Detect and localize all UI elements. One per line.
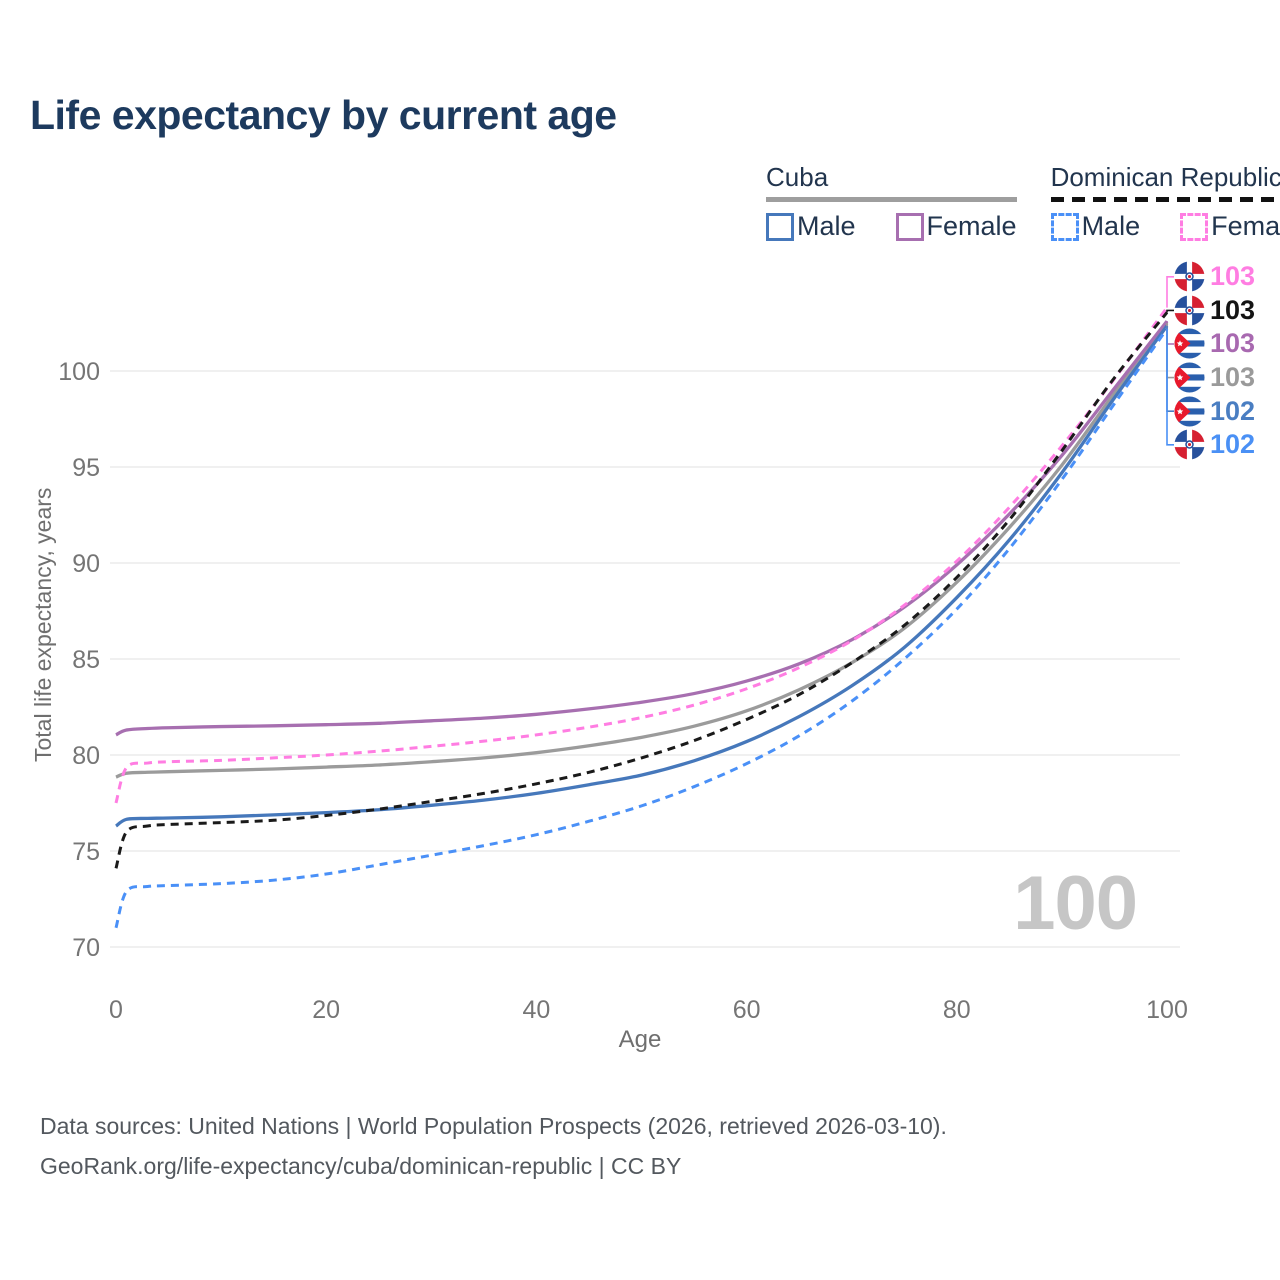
end-label-connector-dr-male — [1166, 328, 1174, 446]
end-label-dr-male: 102 — [1174, 428, 1255, 462]
legend-swatch-solid — [766, 212, 794, 241]
legend-title-dominican-republic[interactable]: Dominican Republic — [1050, 162, 1280, 192]
legend-group-cuba: Cuba Male Female — [766, 162, 1017, 242]
y-tick-95: 95 — [72, 454, 100, 482]
legend-group-dominican-republic: Dominican Republic Male Female — [1050, 162, 1280, 242]
end-label-connector-dr-female — [1166, 276, 1174, 308]
legend-item-label: Male — [797, 211, 856, 241]
dominican-republic-flag-icon — [1174, 295, 1205, 326]
series-line-cuba-female[interactable] — [115, 320, 1169, 737]
cuba-flag-icon — [1174, 328, 1205, 359]
end-label-value: 103 — [1210, 294, 1256, 325]
end-label-value: 102 — [1210, 395, 1256, 426]
x-tick-20: 20 — [312, 996, 340, 1024]
series-line-dr-total[interactable] — [114, 311, 1169, 869]
legend-items-cuba: Male Female — [766, 211, 1017, 242]
end-label-value: 102 — [1210, 429, 1256, 460]
series-line-cuba-total[interactable] — [115, 322, 1169, 779]
cuba-flag-icon — [1174, 396, 1205, 427]
legend-swatch-dashed — [1180, 212, 1209, 241]
x-tick-80: 80 — [943, 996, 971, 1024]
series-line-dr-female[interactable] — [114, 306, 1169, 804]
gridlines: 70 75 80 85 90 95 100 0 20 40 60 80 100 — [58, 358, 1188, 1024]
end-label-connector-dr-total — [1166, 309, 1174, 313]
end-label-cuba-male: 102 — [1174, 394, 1255, 428]
end-label-connector-cuba-male — [1166, 325, 1174, 412]
x-axis-title: Age — [618, 1026, 662, 1053]
x-tick-40: 40 — [522, 996, 550, 1024]
series-line-cuba-male[interactable] — [115, 324, 1169, 828]
end-label-connector-cuba-female — [1166, 321, 1174, 345]
end-label-cuba-female: 103 — [1174, 327, 1255, 361]
y-tick-90: 90 — [72, 550, 100, 578]
x-tick-100: 100 — [1146, 996, 1188, 1024]
age-counter-watermark: 100 — [1013, 861, 1138, 946]
end-label-value: 103 — [1210, 261, 1256, 292]
cuba-flag-icon — [1174, 362, 1205, 393]
y-tick-85: 85 — [72, 646, 100, 674]
footer-attribution: GeoRank.org/life-expectancy/cuba/dominic… — [40, 1153, 682, 1179]
legend-item-dominican-republic-male[interactable]: Male — [1050, 211, 1141, 242]
dominican-republic-flag-icon — [1174, 261, 1205, 292]
x-tick-0: 0 — [109, 996, 123, 1024]
legend-item-dominican-republic-female[interactable]: Female — [1180, 211, 1280, 242]
end-label-cuba-total: 103 — [1174, 361, 1255, 395]
legend-item-label: Female — [1211, 211, 1280, 241]
y-tick-75: 75 — [72, 838, 100, 866]
legend-underline-dominican-republic-dashed — [1050, 197, 1280, 202]
legend-item-label: Male — [1081, 211, 1141, 241]
y-tick-70: 70 — [72, 934, 100, 962]
end-value-labels: 103 103 103 103 102 102 — [1174, 260, 1255, 462]
y-tick-80: 80 — [72, 742, 100, 770]
end-label-dr-total: 103 — [1174, 294, 1255, 328]
y-axis-title: Total life expectancy, years — [30, 487, 56, 763]
footer: Data sources: United Nations | World Pop… — [40, 1106, 947, 1186]
legend-item-label: Female — [926, 211, 1017, 241]
end-label-connector-cuba-total — [1166, 323, 1174, 379]
x-tick-60: 60 — [733, 996, 761, 1024]
page-title: Life expectancy by current age — [30, 92, 617, 138]
legend-item-cuba-female[interactable]: Female — [895, 211, 1017, 242]
legend-underline-cuba-solid — [766, 197, 1017, 202]
legend: Cuba Male Female Dominican Republic Male Fema… — [766, 162, 1280, 242]
legend-title-cuba[interactable]: Cuba — [766, 162, 829, 192]
dominican-republic-flag-icon — [1174, 429, 1205, 460]
legend-items-dominican-republic: Male Female — [1050, 211, 1280, 242]
series-line-dr-male[interactable] — [114, 327, 1169, 929]
y-tick-100: 100 — [58, 358, 100, 386]
end-label-value: 103 — [1210, 362, 1256, 393]
legend-swatch-solid — [895, 212, 924, 241]
legend-item-cuba-male[interactable]: Male — [766, 211, 856, 242]
footer-data-sources: Data sources: United Nations | World Pop… — [40, 1113, 947, 1139]
legend-swatch-dashed — [1050, 212, 1079, 241]
end-label-dr-female: 103 — [1174, 260, 1255, 294]
end-label-value: 103 — [1210, 328, 1256, 359]
